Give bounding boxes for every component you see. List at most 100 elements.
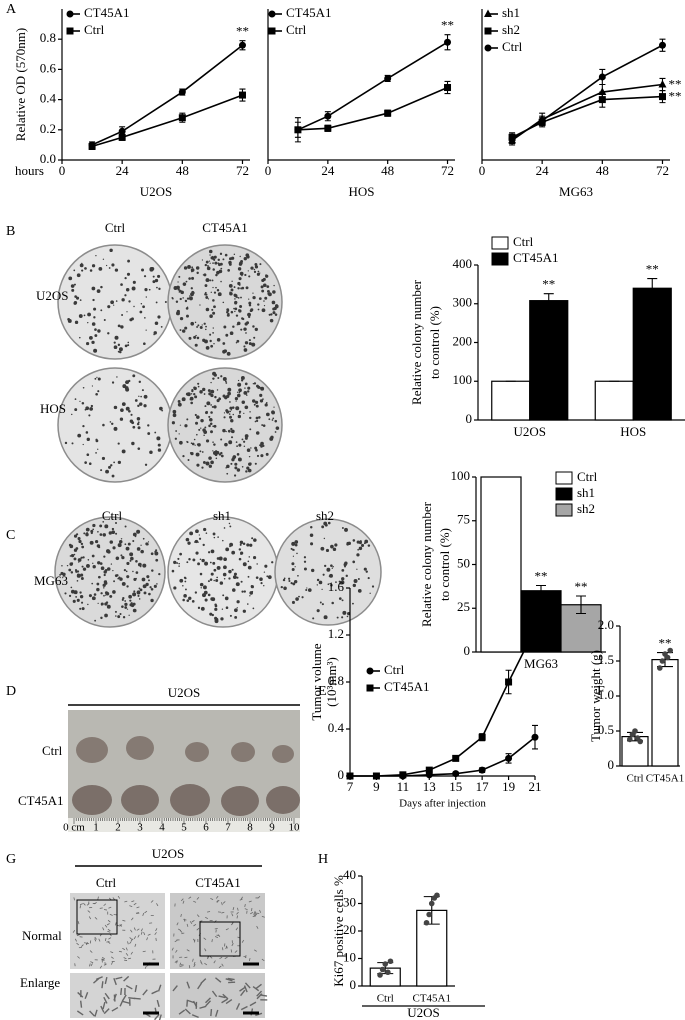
- colony: [112, 590, 116, 594]
- colony: [190, 401, 194, 405]
- colony: [332, 547, 337, 552]
- cell: [107, 930, 111, 933]
- colony: [231, 457, 235, 462]
- cell: [113, 994, 116, 1002]
- series-line: [350, 628, 536, 777]
- y-tick-label: 20: [343, 922, 356, 937]
- colony: [222, 301, 225, 304]
- y-tick-label: 0.6: [40, 60, 57, 75]
- colony: [242, 317, 245, 321]
- colony: [140, 303, 143, 305]
- colony: [94, 377, 97, 380]
- colony: [89, 335, 93, 340]
- colony: [122, 616, 126, 619]
- colony: [212, 441, 214, 443]
- colony: [137, 562, 142, 567]
- colony: [253, 268, 256, 271]
- culture-dish: [167, 244, 283, 360]
- colony: [154, 321, 159, 325]
- marker: [384, 74, 392, 82]
- marker: [505, 678, 513, 686]
- colony: [96, 587, 100, 592]
- colony: [70, 284, 75, 288]
- colony: [246, 448, 251, 452]
- cell: [239, 986, 246, 992]
- cell: [225, 945, 228, 949]
- x-tick-label: U2OS: [513, 424, 546, 439]
- significance: **: [668, 89, 681, 104]
- colony: [155, 558, 159, 562]
- colony: [288, 577, 291, 580]
- colony: [253, 270, 257, 273]
- colony: [108, 531, 112, 535]
- colony: [93, 307, 97, 311]
- cell: [100, 1005, 105, 1013]
- cell: [122, 947, 126, 951]
- colony: [260, 386, 265, 391]
- colony: [197, 606, 201, 609]
- colony: [249, 595, 251, 597]
- colony: [225, 606, 229, 610]
- marker: [366, 667, 374, 675]
- marker: [444, 84, 452, 92]
- colony: [200, 606, 205, 611]
- colony: [107, 305, 111, 309]
- cell: [221, 947, 224, 951]
- cell: [124, 900, 128, 903]
- colony: [156, 436, 161, 441]
- colony: [134, 535, 137, 538]
- colony: [364, 539, 369, 544]
- colony: [266, 575, 269, 578]
- colony: [130, 556, 134, 561]
- data-point: [385, 969, 391, 976]
- cell: [136, 928, 140, 931]
- colony: [79, 558, 82, 561]
- colony: [89, 269, 93, 272]
- cell: [142, 989, 148, 996]
- colony: [331, 567, 333, 569]
- colony: [222, 376, 227, 381]
- colony: [86, 437, 90, 442]
- colony: [84, 461, 87, 464]
- colony: [82, 556, 85, 559]
- colony: [196, 463, 200, 467]
- cell: [225, 928, 229, 931]
- colony: [290, 547, 293, 550]
- colony: [140, 565, 142, 568]
- cell: [103, 903, 107, 907]
- colony: [234, 608, 238, 613]
- colony: [178, 565, 180, 567]
- colony: [90, 404, 94, 408]
- colony: [356, 568, 358, 570]
- cell: [244, 903, 246, 908]
- colony: [132, 425, 136, 429]
- colony: [129, 559, 132, 562]
- cell: [180, 898, 184, 902]
- colony: [242, 609, 246, 613]
- cell: [76, 942, 80, 946]
- cell: [177, 928, 181, 931]
- series-line: [297, 86, 448, 131]
- colony: [274, 304, 279, 309]
- colony: [81, 402, 85, 405]
- colony: [293, 579, 298, 584]
- culture-dish: [57, 367, 173, 483]
- colony: [82, 386, 85, 389]
- cell: [205, 916, 209, 920]
- colony: [204, 598, 208, 602]
- colony: [202, 461, 206, 464]
- colony: [102, 533, 106, 537]
- cell: [249, 1001, 257, 1007]
- colony: [203, 434, 205, 437]
- cell: [101, 981, 104, 989]
- colony: [245, 470, 248, 473]
- marker: [484, 44, 492, 52]
- colony: [249, 591, 254, 595]
- colony: [236, 600, 240, 604]
- colony: [137, 447, 141, 450]
- colony: [323, 615, 328, 620]
- colony: [222, 394, 226, 398]
- colony: [203, 527, 207, 532]
- colony: [173, 286, 178, 290]
- colony: [111, 527, 115, 531]
